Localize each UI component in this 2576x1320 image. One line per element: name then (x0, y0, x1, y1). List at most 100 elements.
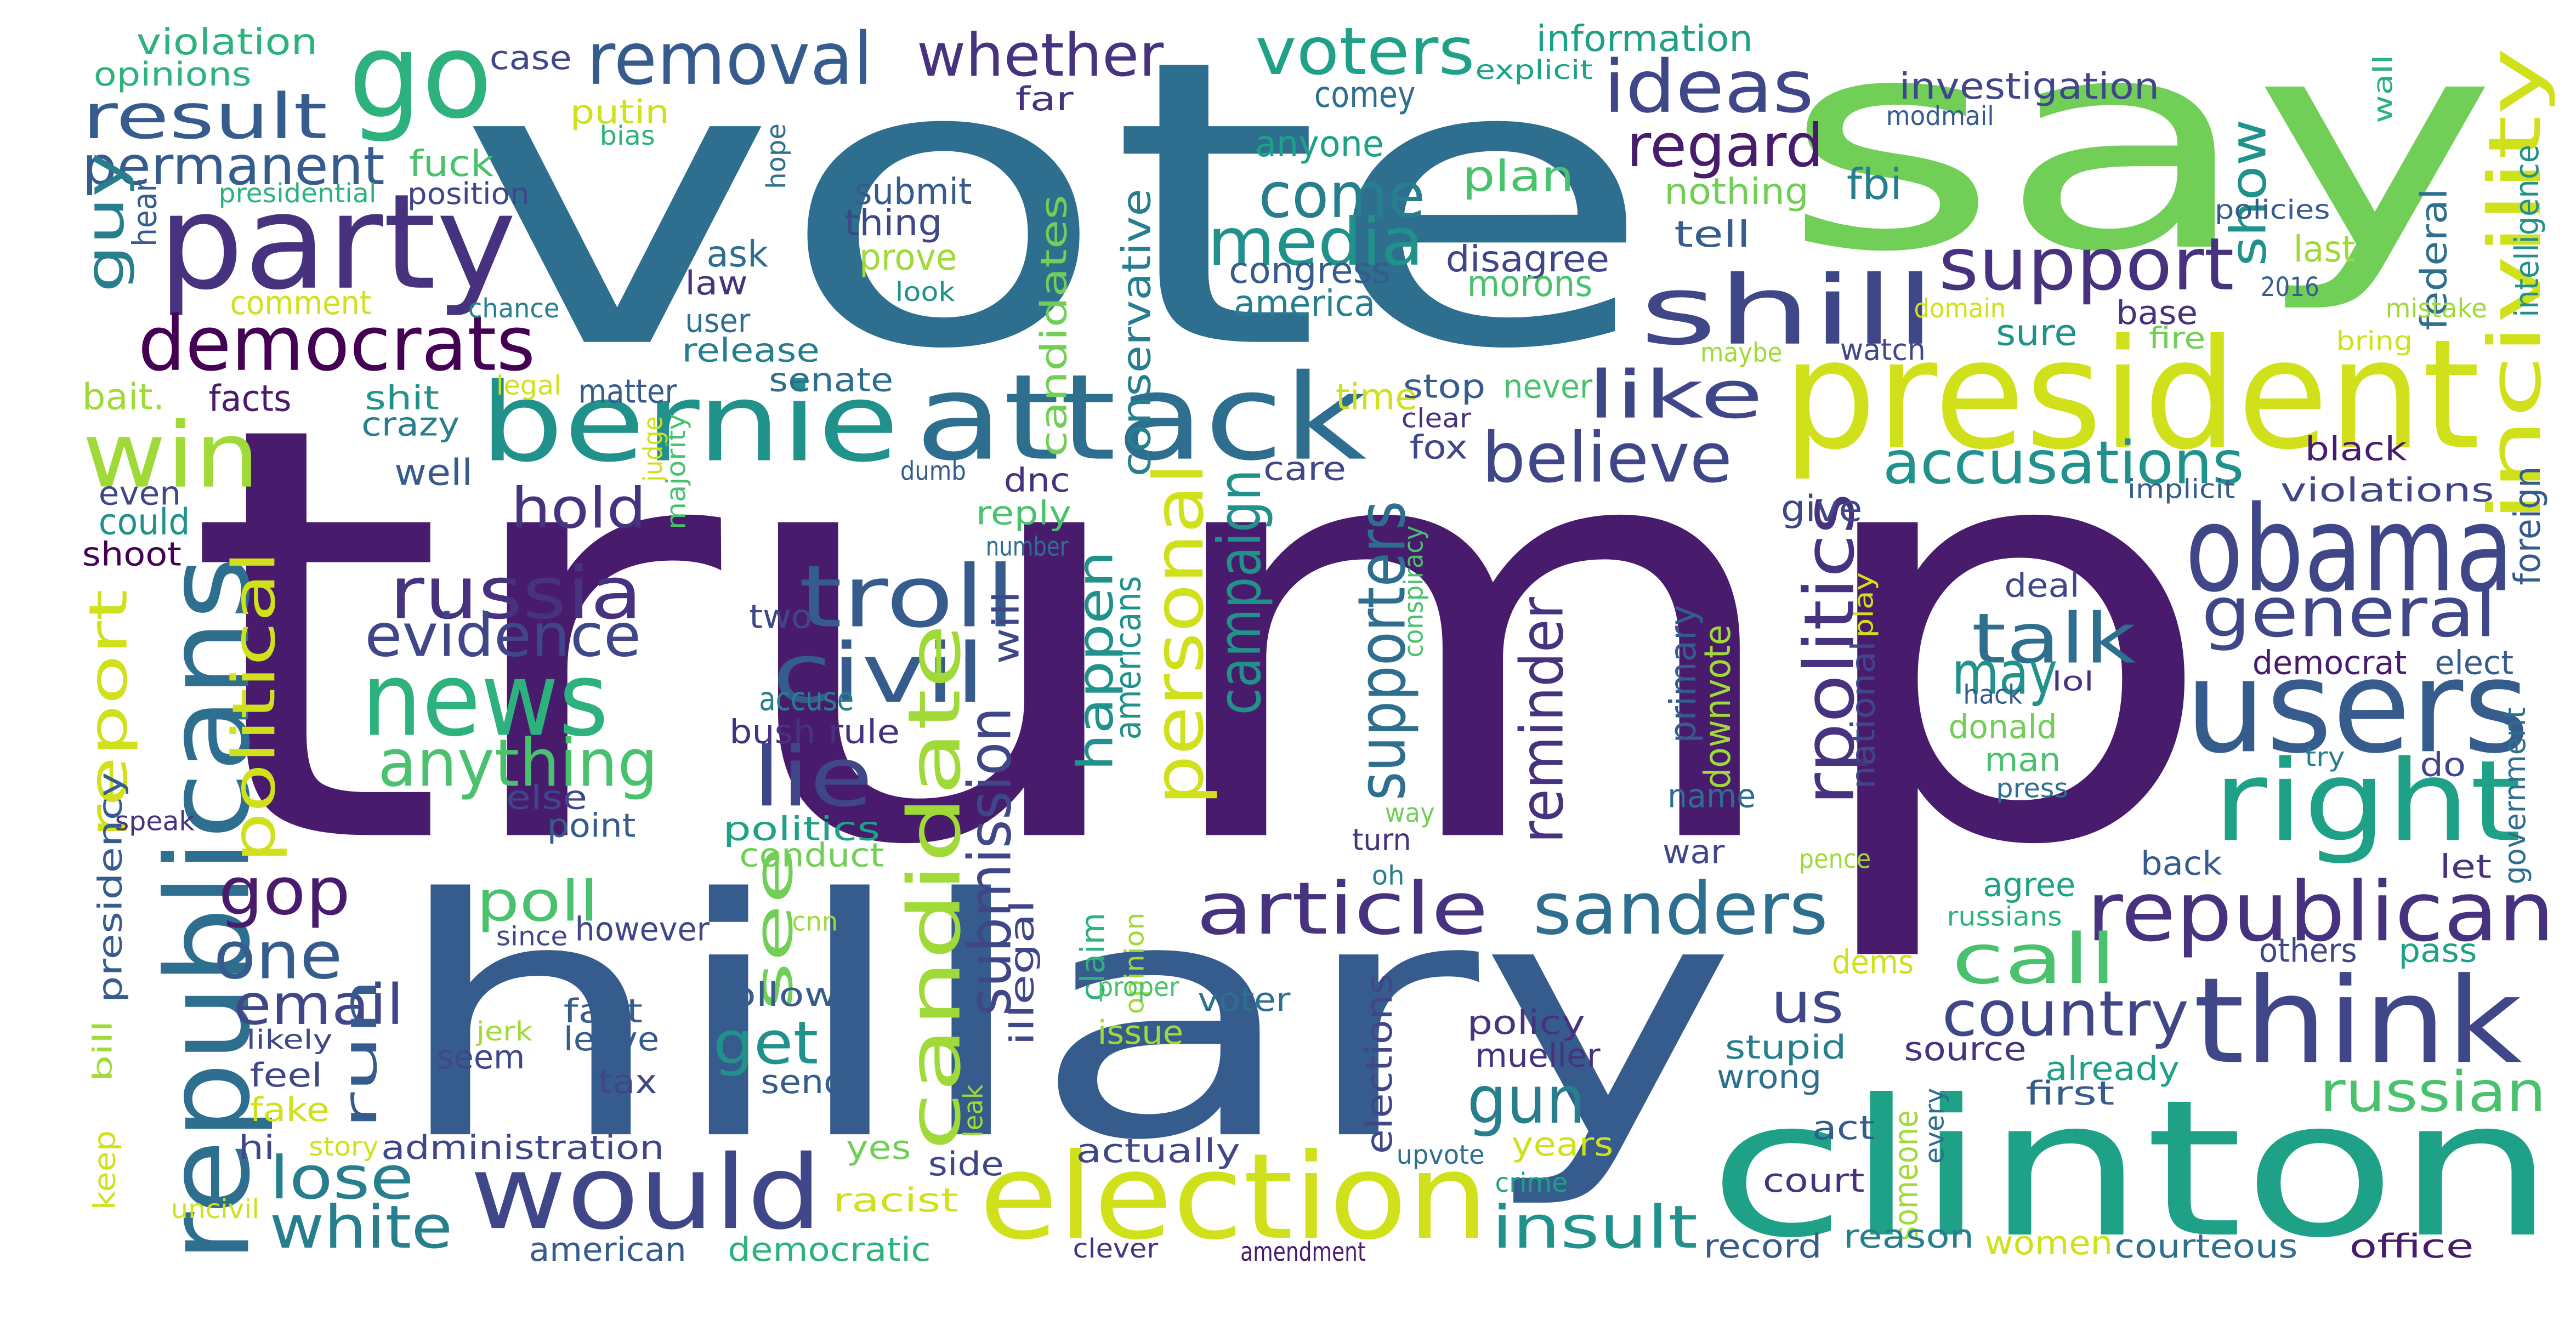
word-actually: actually (1076, 1131, 1241, 1171)
word-fuck: fuck (409, 144, 494, 186)
word-upvote: upvote (1396, 1139, 1485, 1171)
word-mueller: mueller (1475, 1035, 1601, 1076)
word-stupid: stupid (1724, 1027, 1847, 1067)
word-fact: fact (563, 991, 643, 1031)
word-send: send (761, 1062, 847, 1102)
word-voters: voters (1255, 14, 1475, 90)
word-legal: legal (496, 369, 561, 401)
word-violation: violation (136, 22, 318, 64)
word-uncivil: uncivil (171, 1193, 260, 1225)
word-release: release (682, 330, 820, 370)
word-nothing: nothing (1664, 172, 1809, 214)
word-name: name (1667, 776, 1756, 816)
word-run: run (333, 978, 388, 1130)
word-jerk: jerk (476, 1016, 533, 1048)
word-give: give (1780, 490, 1863, 531)
word-opinions: opinions (93, 54, 252, 94)
word-senate: senate (769, 360, 894, 400)
word-racist: racist (833, 1180, 958, 1220)
word-guy: guy (73, 152, 137, 293)
word-deal: deal (2004, 565, 2080, 605)
word-rule: rule (828, 712, 900, 752)
word-evidence: evidence (365, 603, 642, 671)
word-submit: submit (854, 172, 972, 214)
word-play: play (1848, 572, 1880, 638)
word-prove: prove (859, 238, 957, 280)
word-black: black (2305, 429, 2407, 469)
word-government: government (2499, 707, 2534, 885)
word-seem: seem (436, 1037, 525, 1077)
word-clever: clever (1073, 1233, 1159, 1265)
word-morons: morons (1467, 264, 1593, 306)
word-ideas: ideas (1603, 45, 1814, 130)
word-russians: russians (1947, 901, 2062, 932)
word-even: even (98, 473, 181, 513)
word-fire: fire (2148, 322, 2206, 357)
word-permanent: permanent (82, 134, 385, 197)
word-side: side (928, 1144, 1004, 1184)
word-well: well (394, 453, 473, 495)
word-lose: lose (269, 1146, 414, 1214)
word-likely: likely (246, 1024, 333, 1056)
word-like: like (1587, 358, 1763, 434)
word-follow: follow (716, 975, 838, 1015)
word-support: support (1938, 223, 2234, 308)
word-hold: hold (510, 476, 646, 543)
word-way: way (1385, 797, 1435, 829)
word-could: could (98, 503, 190, 544)
word-crime: crime (1495, 1167, 1568, 1199)
word-record: record (1704, 1226, 1822, 1266)
word-congress: congress (1229, 251, 1391, 293)
word-matter: matter (578, 371, 677, 411)
word-voter: voter (1198, 980, 1291, 1020)
word-policies: policies (2214, 194, 2330, 225)
word-courteous: courteous (2114, 1226, 2298, 1266)
word-get: get (713, 1011, 819, 1079)
word-civil: civil (772, 626, 985, 722)
word-never: never (1503, 366, 1593, 406)
word-bias: bias (599, 120, 655, 151)
word-accuse: accuse (759, 679, 854, 719)
word-explicit: explicit (1475, 54, 1593, 86)
word-republican: republican (2086, 864, 2555, 960)
word-dnc: dnc (1003, 460, 1070, 500)
word-bernie: bernie (479, 360, 899, 487)
word-point: point (547, 805, 636, 845)
word-court: court (1762, 1160, 1865, 1200)
word-democrats: democrats (138, 299, 536, 388)
word-amendment: amendment (1240, 1236, 1366, 1268)
word-time: time (1335, 378, 1417, 419)
word-far: far (1015, 78, 1074, 118)
word-fox: fox (1409, 427, 1468, 467)
word-yes: yes (846, 1128, 911, 1168)
word-wall: wall (2367, 54, 2399, 123)
word-user: user (685, 300, 751, 340)
word-act: act (1812, 1108, 1875, 1148)
word-tell: tell (1674, 215, 1751, 257)
word-result: result (82, 80, 328, 153)
word-users: users (2185, 634, 2530, 783)
word-whether: whether (916, 22, 1164, 90)
word-sure: sure (1996, 314, 2078, 355)
word-clear: clear (1401, 402, 1472, 434)
word-lie: lie (752, 730, 873, 826)
word-first: first (2025, 1073, 2115, 1113)
word-story: story (309, 1131, 379, 1163)
word-president: president (1782, 307, 2481, 483)
word-pence: pence (1798, 843, 1871, 875)
word-trump: trump (184, 305, 2221, 972)
word-article: article (1196, 868, 1489, 952)
word-candidates: candidates (1035, 195, 1076, 457)
word-vote: vote (456, 0, 1655, 436)
word-election: election (979, 1128, 1489, 1266)
word-crazy: crazy (361, 404, 460, 444)
word-think: think (2193, 952, 2522, 1090)
word-us: us (1771, 971, 1844, 1038)
word-elect: elect (2435, 642, 2514, 682)
word-putin: putin (570, 92, 670, 132)
word-shoot: shoot (82, 534, 181, 574)
word-information: information (1536, 19, 1753, 61)
word-leave: leave (563, 1019, 660, 1059)
word-right: right (2212, 738, 2522, 868)
word-shit: shit (365, 378, 440, 418)
